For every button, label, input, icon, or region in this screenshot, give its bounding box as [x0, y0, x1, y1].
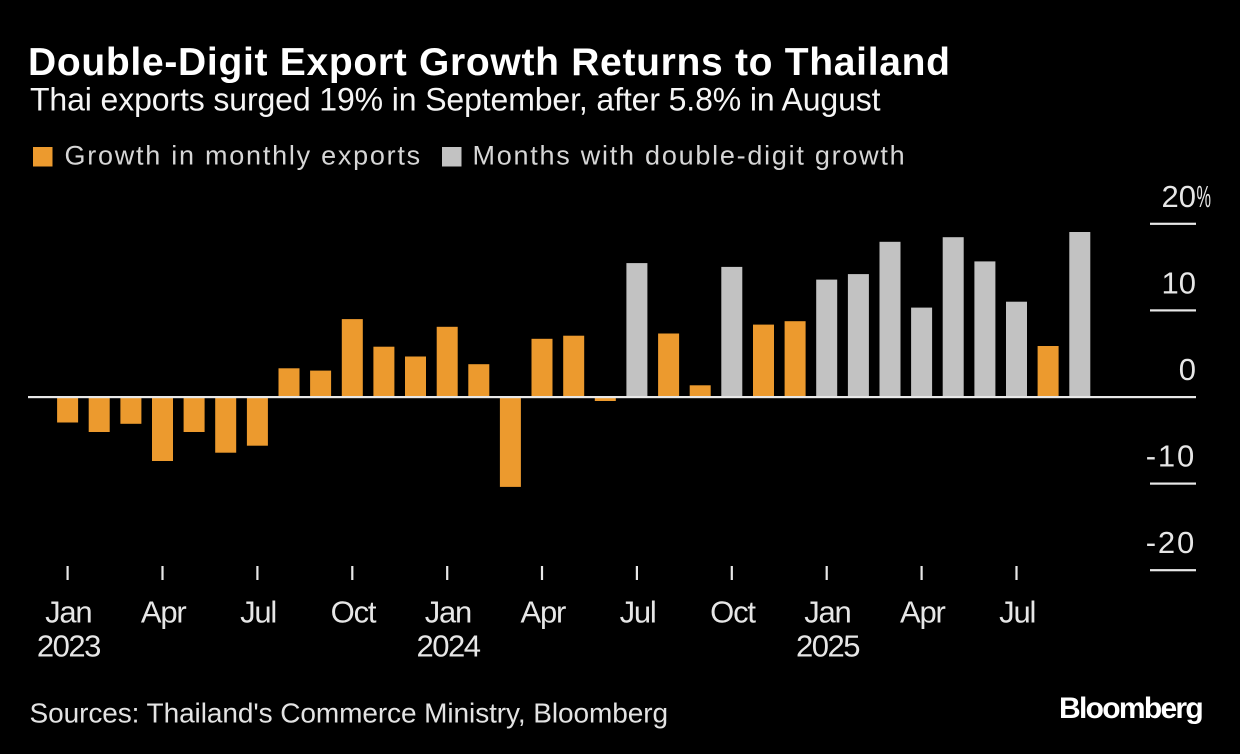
svg-text:-20: -20: [1146, 525, 1196, 560]
svg-text:Jul: Jul: [999, 595, 1035, 630]
svg-text:Double-Digit Export Growth Ret: Double-Digit Export Growth Returns to Th…: [28, 41, 951, 84]
svg-text:Jul: Jul: [620, 595, 656, 630]
svg-text:Apr: Apr: [520, 595, 566, 630]
svg-text:Jul: Jul: [240, 595, 276, 630]
svg-text:2024: 2024: [417, 629, 481, 664]
svg-text:-10: -10: [1146, 439, 1196, 474]
svg-text:Jan: Jan: [425, 595, 471, 630]
svg-text:2025: 2025: [796, 629, 859, 664]
svg-text:Oct: Oct: [331, 595, 377, 630]
svg-text:Jan: Jan: [45, 595, 91, 630]
svg-text:Thai exports surged 19% in Sep: Thai exports surged 19% in September, af…: [30, 82, 881, 118]
svg-text:Oct: Oct: [710, 595, 756, 630]
svg-text:%: %: [1197, 179, 1212, 214]
svg-text:20: 20: [1162, 179, 1196, 214]
svg-text:Months with double-digit growt: Months with double-digit growth: [473, 141, 907, 171]
svg-text:Apr: Apr: [141, 595, 187, 630]
svg-text:Apr: Apr: [900, 595, 946, 630]
svg-text:Bloomberg: Bloomberg: [1059, 692, 1202, 725]
svg-text:10: 10: [1162, 265, 1196, 300]
svg-text:Growth in monthly exports: Growth in monthly exports: [65, 141, 422, 171]
svg-text:Jan: Jan: [804, 595, 850, 630]
svg-text:2023: 2023: [37, 629, 100, 664]
svg-text:0: 0: [1179, 352, 1196, 387]
svg-text:Sources: Thailand's Commerce M: Sources: Thailand's Commerce Ministry, B…: [30, 698, 668, 729]
